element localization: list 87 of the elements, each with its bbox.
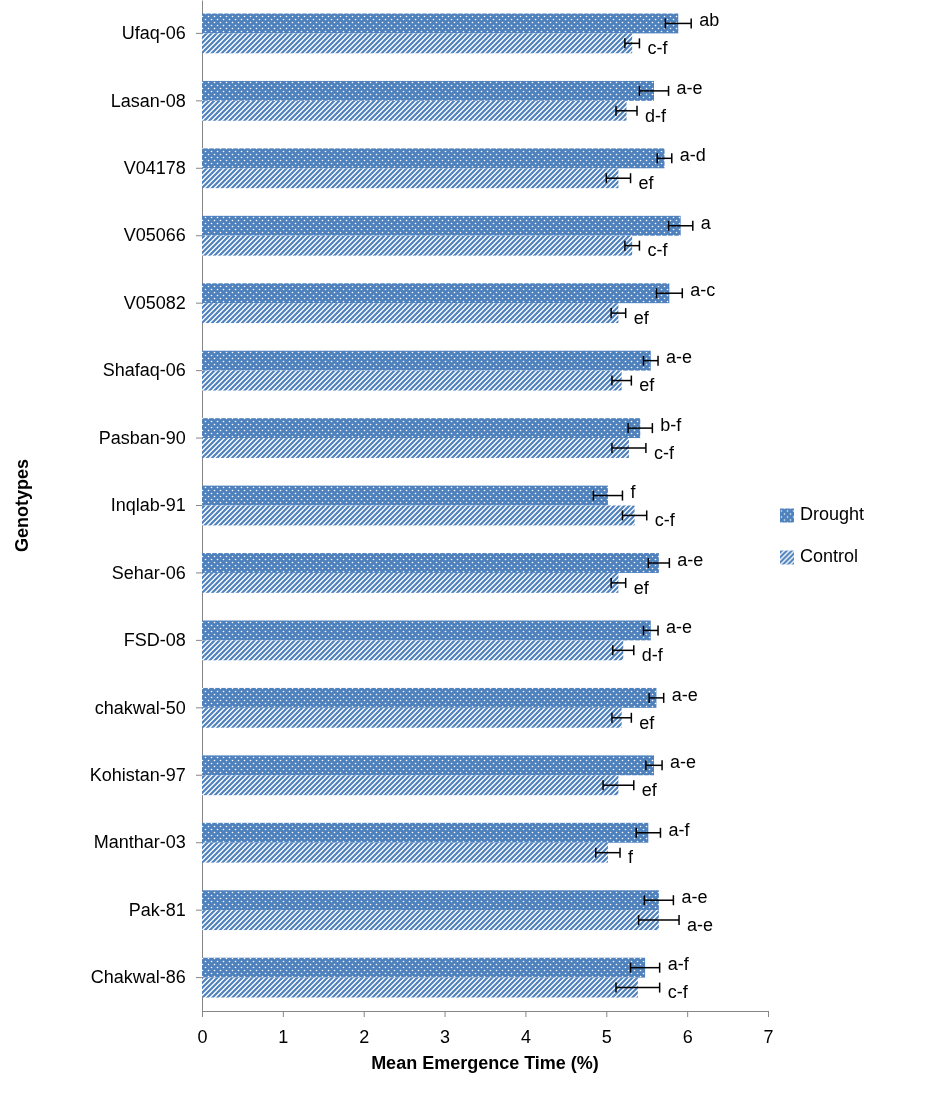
x-tick-label: 3 [440, 1027, 451, 1048]
bar [202, 148, 665, 169]
y-tick-label: Lasan-08 [110, 90, 186, 111]
bar [202, 33, 633, 54]
bar [202, 687, 657, 708]
bar [202, 505, 635, 526]
data-label: a-f [668, 819, 691, 840]
data-label: f [628, 847, 635, 868]
bar [202, 80, 654, 101]
bar [202, 755, 654, 776]
y-tick-label: Kohistan-97 [89, 765, 186, 786]
data-label: ef [639, 375, 656, 396]
x-axis-title: Mean Emergence Time (%) [371, 1053, 599, 1073]
legend-label: Control [800, 546, 859, 567]
data-label: ab [699, 10, 720, 31]
data-label: a-c [690, 279, 716, 300]
data-label: c-f [654, 510, 676, 531]
bar [202, 215, 681, 236]
bar [202, 620, 651, 641]
data-label: a [700, 212, 712, 233]
data-label: c-f [667, 982, 689, 1003]
y-tick-label: Shafaq-06 [102, 360, 186, 381]
y-axis-title: Genotypes [12, 458, 32, 553]
y-tick-label: V04178 [123, 158, 186, 179]
data-label: a-e [666, 347, 693, 368]
bar [202, 775, 619, 796]
x-tick-label: 0 [197, 1027, 208, 1048]
data-label: a-e [681, 886, 708, 907]
data-label: b-f [660, 414, 683, 435]
y-tick-label: V05066 [123, 225, 186, 246]
bar [202, 100, 627, 121]
data-label: a-e [671, 684, 698, 705]
data-label: ef [641, 779, 658, 800]
bar [202, 707, 622, 728]
data-label: f [630, 482, 637, 503]
y-tick-label: Manthar-03 [93, 832, 186, 853]
bar [202, 418, 641, 439]
y-tick-label: Pasban-90 [98, 427, 186, 448]
data-label: ef [638, 172, 655, 193]
data-label: a-f [667, 954, 690, 975]
bar [202, 977, 638, 998]
bar [202, 842, 608, 863]
x-tick-label: 1 [278, 1027, 289, 1048]
y-tick-label: V05082 [123, 292, 186, 313]
data-label: d-f [641, 645, 664, 666]
data-label: a-e [677, 549, 704, 570]
data-label: a-e [666, 617, 693, 638]
x-tick-label: 6 [682, 1027, 693, 1048]
bar [202, 822, 649, 843]
y-tick-label: Ufaq-06 [121, 23, 186, 44]
y-tick-label: FSD-08 [123, 630, 186, 651]
bar [202, 553, 659, 573]
x-tick-label: 2 [359, 1027, 370, 1048]
y-tick-label: Pak-81 [128, 899, 186, 920]
bar [202, 13, 679, 34]
x-tick-label: 4 [520, 1027, 531, 1048]
bar [202, 438, 629, 458]
bar [202, 640, 624, 661]
bar [202, 168, 619, 189]
bar [202, 485, 608, 506]
bar [202, 910, 659, 931]
data-label: a-e [676, 77, 703, 98]
x-tick-label: 5 [601, 1027, 612, 1048]
bar [202, 235, 633, 256]
bar [202, 890, 659, 911]
data-label: d-f [645, 105, 668, 126]
data-label: c-f [647, 240, 669, 261]
bar [202, 350, 651, 371]
legend-label: Drought [800, 504, 865, 525]
bar [202, 303, 619, 324]
data-label: a-d [679, 145, 706, 166]
data-label: ef [633, 307, 650, 328]
y-tick-label: Chakwal-86 [90, 967, 186, 988]
y-tick-label: Sehar-06 [111, 562, 186, 583]
bar [202, 283, 670, 304]
y-tick-label: chakwal-50 [94, 697, 186, 718]
data-label: c-f [647, 38, 669, 59]
data-label: a-e [670, 752, 697, 773]
data-label: ef [639, 712, 656, 733]
data-label: c-f [653, 442, 675, 463]
data-label: a-e [687, 914, 714, 935]
x-tick-label: 7 [763, 1027, 774, 1048]
bar [202, 572, 619, 593]
data-label: ef [633, 577, 650, 598]
bar [202, 370, 622, 391]
y-tick-label: Inqlab-91 [110, 495, 186, 516]
bar [202, 957, 646, 978]
